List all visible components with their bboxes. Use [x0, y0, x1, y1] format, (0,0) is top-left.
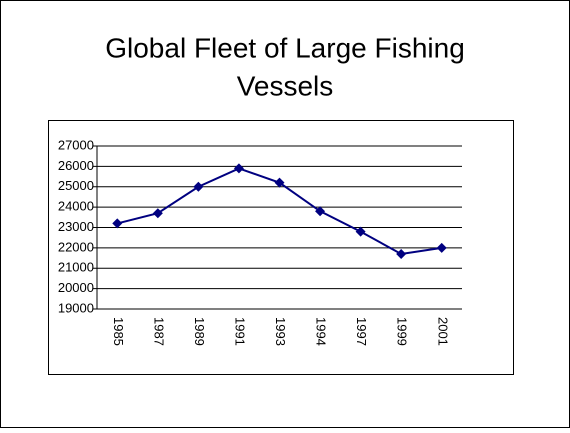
y-tick-label: 26000 [58, 158, 94, 173]
y-tick-label: 23000 [58, 219, 94, 234]
y-tick-label: 24000 [58, 199, 94, 214]
chart-title: Vessels [237, 70, 334, 101]
x-tick-label: 2001 [435, 317, 450, 346]
y-tick-label: 21000 [58, 260, 94, 275]
x-tick-label: 1987 [151, 317, 166, 346]
y-tick-label: 22000 [58, 239, 94, 254]
y-tick-label: 20000 [58, 280, 94, 295]
data-point [355, 226, 366, 237]
x-tick-label: 1997 [354, 317, 369, 346]
x-tick-label: 1991 [233, 317, 248, 346]
x-tick-label: 1994 [314, 317, 329, 346]
y-tick-label: 27000 [58, 137, 94, 152]
data-point [436, 242, 447, 253]
x-tick-label: 1993 [273, 317, 288, 346]
data-point [152, 208, 163, 219]
data-point [396, 248, 407, 259]
y-tick-label: 25000 [58, 178, 94, 193]
data-point [112, 218, 123, 229]
x-tick-label: 1985 [111, 317, 126, 346]
data-point [274, 177, 285, 188]
data-point [193, 181, 204, 192]
chart-title: Global Fleet of Large Fishing [105, 32, 465, 63]
data-point [315, 206, 326, 217]
data-point [233, 163, 244, 174]
x-tick-label: 1989 [192, 317, 207, 346]
y-tick-label: 19000 [58, 300, 94, 315]
x-tick-label: 1999 [395, 317, 410, 346]
